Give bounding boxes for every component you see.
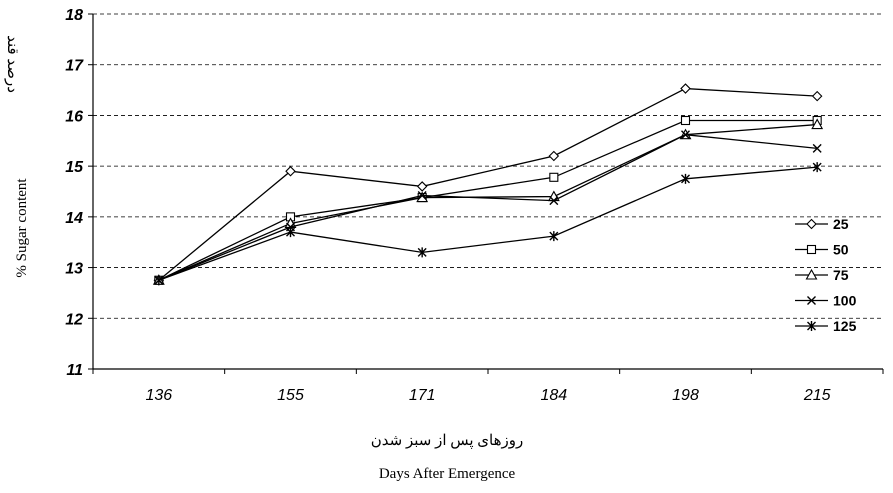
legend-entry-125: 125 — [795, 318, 857, 334]
point-25-215 — [811, 90, 823, 102]
series-line-125 — [158, 166, 818, 281]
point-25-155 — [285, 165, 296, 177]
series-line-50 — [158, 119, 818, 281]
point-125-184 — [549, 231, 559, 242]
x-tick-label-198: 198 — [672, 387, 699, 404]
legend-label-50: 50 — [833, 242, 849, 258]
legend-label-100: 100 — [833, 293, 857, 309]
legend-marker-25 — [806, 218, 817, 230]
point-100-171 — [417, 191, 427, 201]
point-25-184 — [548, 150, 560, 162]
point-125-155 — [286, 227, 295, 238]
x-axis-title-secondary: روزهای پس از سبز شدن — [371, 433, 524, 449]
legend-marker-125 — [807, 321, 816, 331]
series-line-100 — [158, 134, 818, 281]
point-125-136 — [154, 275, 164, 286]
point-125-215 — [812, 162, 822, 173]
y-tick-label-11: 11 — [66, 362, 83, 379]
y-axis-title-secondary: درصد قند — [4, 35, 20, 93]
point-100-198 — [681, 130, 690, 140]
x-tick-label-171: 171 — [409, 387, 436, 404]
legend-label-125: 125 — [833, 318, 857, 334]
legend-marker-50 — [806, 244, 817, 255]
x-tick-label-136: 136 — [145, 387, 172, 404]
series-line-75 — [158, 123, 818, 281]
y-tick-label-14: 14 — [65, 210, 83, 227]
point-125-171 — [417, 247, 427, 258]
series-25 — [153, 83, 823, 286]
point-100-215 — [812, 143, 822, 153]
legend-entry-100: 100 — [795, 293, 857, 309]
legend-label-75: 75 — [833, 267, 849, 283]
point-25-171 — [416, 181, 428, 192]
y-tick-label-12: 12 — [65, 311, 83, 328]
legend-label-25: 25 — [833, 216, 849, 232]
series-line-25 — [158, 87, 818, 281]
y-tick-label-16: 16 — [65, 108, 83, 125]
point-25-198 — [680, 83, 691, 94]
x-tick-label-215: 215 — [803, 387, 831, 404]
point-100-184 — [549, 196, 559, 206]
y-tick-label-15: 15 — [65, 159, 84, 176]
legend-entry-25: 25 — [795, 216, 849, 232]
y-axis-title: % Sugar content — [14, 178, 30, 278]
series-100 — [154, 130, 822, 285]
point-50-198 — [680, 115, 691, 126]
gridlines — [93, 13, 883, 319]
y-tick-label-17: 17 — [65, 58, 84, 75]
legend-marker-75 — [805, 268, 818, 280]
series-lines — [152, 83, 824, 286]
x-tick-label-155: 155 — [277, 387, 304, 404]
point-50-184 — [549, 172, 559, 182]
legend-entry-75: 75 — [795, 267, 849, 283]
axes: 11 12 13 14 15 16 17 18 136 155 171 184 198 215 — [65, 7, 884, 404]
y-tick-label-18: 18 — [65, 7, 83, 24]
point-75-215 — [811, 118, 824, 130]
point-125-198 — [681, 173, 690, 184]
y-tick-label-13: 13 — [65, 261, 83, 278]
x-axis-title: Days After Emergence — [379, 466, 516, 482]
x-tick-label-184: 184 — [540, 387, 567, 404]
legend-marker-100 — [807, 296, 816, 305]
series-125 — [154, 162, 822, 286]
legend-entry-50: 50 — [795, 242, 849, 258]
legend: 25 50 75 100 125 — [795, 216, 857, 334]
axis-titles: % Sugar content درصد قند روزهای پس از سب… — [4, 35, 523, 482]
